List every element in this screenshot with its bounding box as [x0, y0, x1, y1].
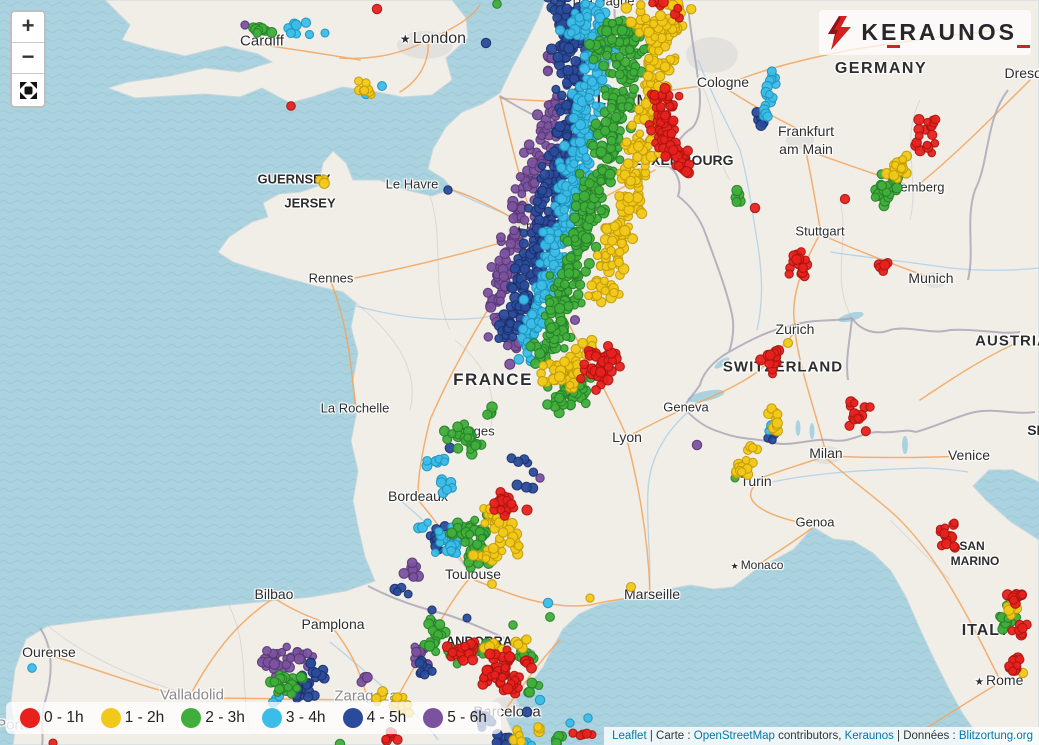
logo-text: KERAUNOS: [861, 19, 1017, 45]
fullscreen-button[interactable]: [12, 73, 44, 106]
legend-color-dot: [423, 708, 444, 728]
fullscreen-icon: [19, 81, 37, 99]
legend-item-5-6h: 5 - 6h: [423, 708, 487, 728]
legend-label: 1 - 2h: [124, 709, 165, 726]
legend-item-0-1h: 0 - 1h: [20, 708, 84, 728]
legend-label: 3 - 4h: [285, 709, 326, 726]
legend-item-2-3h: 2 - 3h: [181, 708, 245, 728]
strike-age-legend: 0 - 1h 1 - 2h 2 - 3h 3 - 4h 4 - 5h 5 - 6h: [6, 702, 501, 734]
zoom-in-button[interactable]: +: [12, 12, 44, 42]
lightning-bolt-icon: [828, 15, 852, 50]
legend-color-dot: [261, 708, 282, 728]
attrib-sep1: | Carte :: [646, 730, 694, 742]
keraunos-logo: KERAUNOS: [819, 10, 1031, 55]
legend-label: 0 - 1h: [44, 709, 84, 726]
legend-label: 2 - 3h: [205, 709, 245, 726]
legend-item-1-2h: 1 - 2h: [100, 708, 165, 728]
zoom-control: + −: [10, 10, 46, 108]
legend-color-dot: [100, 708, 121, 728]
legend-label: 5 - 6h: [447, 709, 487, 726]
legend-color-dot: [342, 708, 363, 728]
legend-label: 4 - 5h: [366, 709, 407, 726]
blitzortung-link[interactable]: Blitzortung.org: [958, 730, 1033, 742]
attribution-bar: Leaflet | Carte : OpenStreetMap contribu…: [604, 727, 1039, 745]
attrib-sep2: | Données :: [893, 730, 959, 742]
legend-color-dot: [181, 708, 202, 728]
leaflet-link[interactable]: Leaflet: [612, 730, 647, 742]
legend-color-dot: [20, 708, 40, 728]
legend-item-3-4h: 3 - 4h: [261, 708, 326, 728]
keraunos-link[interactable]: Keraunos: [844, 730, 894, 742]
zoom-out-button[interactable]: −: [12, 42, 44, 73]
openstreetmap-link[interactable]: OpenStreetMap: [693, 730, 775, 742]
legend-item-4-5h: 4 - 5h: [342, 708, 407, 728]
attrib-contributors: contributors,: [774, 730, 845, 742]
